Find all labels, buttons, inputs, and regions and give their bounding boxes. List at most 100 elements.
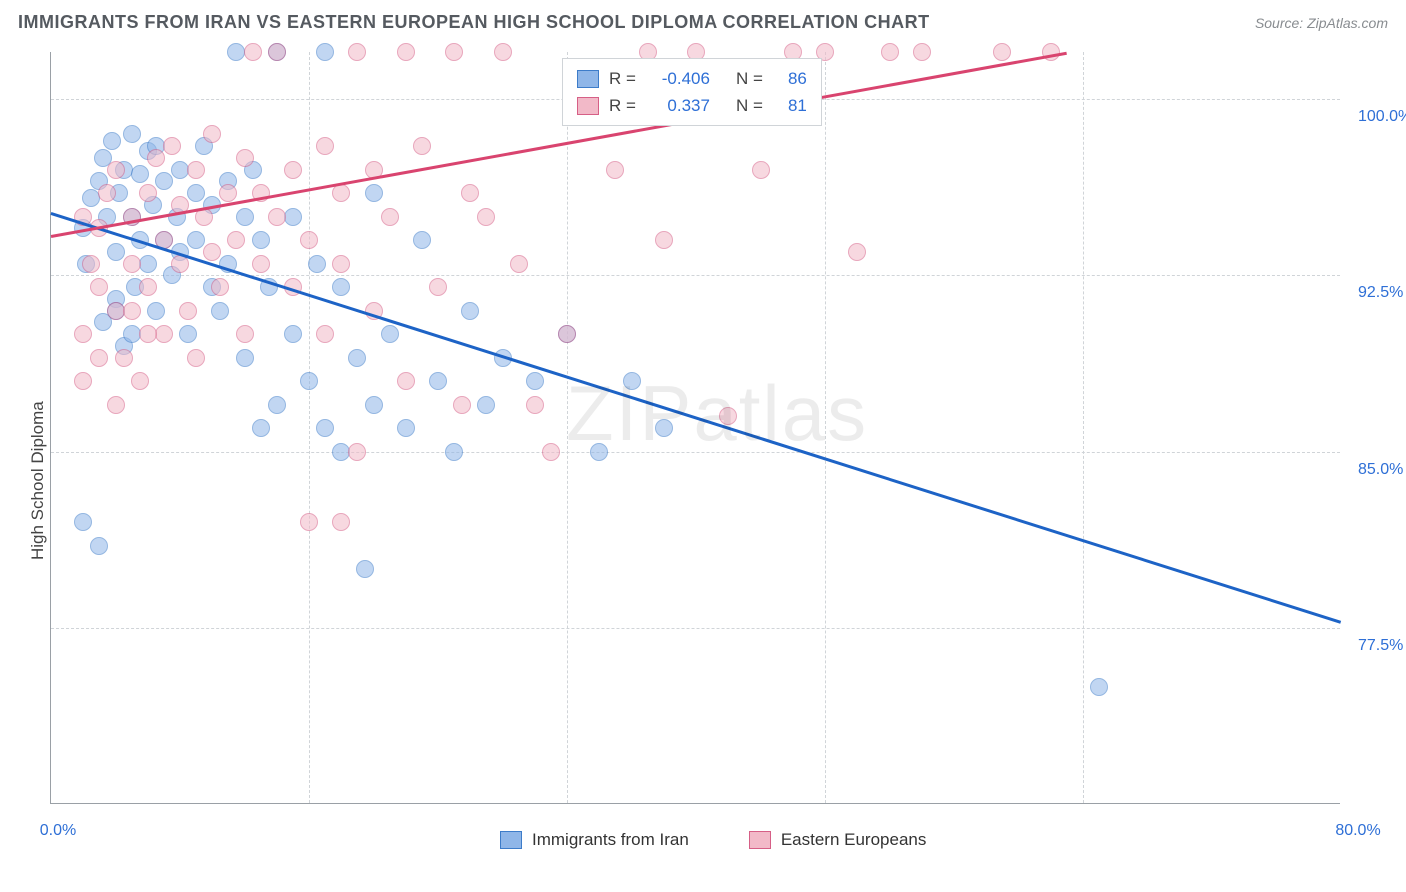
gridline-vertical (1083, 52, 1084, 803)
y-tick-label: 92.5% (1358, 284, 1403, 302)
legend-series-name: Immigrants from Iran (532, 830, 689, 850)
scatter-point (332, 513, 350, 531)
legend-r-value: -0.406 (646, 65, 710, 92)
scatter-point (461, 184, 479, 202)
y-tick-label: 100.0% (1358, 108, 1406, 126)
scatter-point (477, 396, 495, 414)
legend-item: Immigrants from Iran (500, 830, 689, 850)
scatter-point (655, 231, 673, 249)
scatter-point (332, 184, 350, 202)
scatter-point (284, 208, 302, 226)
scatter-point (187, 184, 205, 202)
scatter-point (74, 325, 92, 343)
scatter-point (526, 372, 544, 390)
regression-line (51, 212, 1342, 623)
scatter-point (606, 161, 624, 179)
scatter-point (348, 349, 366, 367)
scatter-point (211, 278, 229, 296)
scatter-point (147, 302, 165, 320)
scatter-point (131, 165, 149, 183)
scatter-point (590, 443, 608, 461)
scatter-point (107, 243, 125, 261)
scatter-point (203, 243, 221, 261)
scatter-point (848, 243, 866, 261)
source-label: Source: ZipAtlas.com (1255, 15, 1388, 31)
scatter-point (655, 419, 673, 437)
legend-swatch (577, 97, 599, 115)
scatter-point (179, 302, 197, 320)
scatter-point (74, 372, 92, 390)
x-tick-label: 80.0% (1335, 822, 1380, 840)
legend-r-label: R = (609, 92, 636, 119)
scatter-point (90, 349, 108, 367)
scatter-point (332, 278, 350, 296)
scatter-point (719, 407, 737, 425)
scatter-point (90, 278, 108, 296)
scatter-point (510, 255, 528, 273)
scatter-point (107, 396, 125, 414)
scatter-point (494, 43, 512, 61)
scatter-point (139, 255, 157, 273)
scatter-point (445, 43, 463, 61)
scatter-point (397, 419, 415, 437)
legend-r-label: R = (609, 65, 636, 92)
y-axis-label: High School Diploma (28, 401, 48, 560)
scatter-point (300, 231, 318, 249)
scatter-point (993, 43, 1011, 61)
scatter-point (179, 325, 197, 343)
scatter-point (316, 325, 334, 343)
scatter-point (381, 325, 399, 343)
scatter-point (268, 208, 286, 226)
scatter-point (163, 137, 181, 155)
scatter-point (187, 231, 205, 249)
legend-swatch (749, 831, 771, 849)
scatter-point (413, 137, 431, 155)
scatter-point (913, 43, 931, 61)
scatter-point (429, 278, 447, 296)
scatter-point (187, 161, 205, 179)
gridline-horizontal (51, 452, 1340, 453)
scatter-point (453, 396, 471, 414)
legend-series-name: Eastern Europeans (781, 830, 927, 850)
legend-item: Eastern Europeans (749, 830, 927, 850)
scatter-point (332, 255, 350, 273)
scatter-point (413, 231, 431, 249)
legend-swatch (500, 831, 522, 849)
scatter-point (252, 255, 270, 273)
scatter-point (187, 349, 205, 367)
scatter-point (236, 149, 254, 167)
scatter-point (881, 43, 899, 61)
legend-row: R =-0.406N =86 (577, 65, 807, 92)
scatter-point (316, 419, 334, 437)
y-tick-label: 85.0% (1358, 461, 1403, 479)
scatter-point (103, 132, 121, 150)
scatter-point (316, 43, 334, 61)
chart-title: IMMIGRANTS FROM IRAN VS EASTERN EUROPEAN… (18, 12, 930, 33)
scatter-point (236, 325, 254, 343)
legend-row: R =0.337N =81 (577, 92, 807, 119)
scatter-point (123, 255, 141, 273)
scatter-point (123, 302, 141, 320)
scatter-point (236, 208, 254, 226)
scatter-point (203, 125, 221, 143)
scatter-point (284, 325, 302, 343)
legend-correlation-box: R =-0.406N =86R =0.337N =81 (562, 58, 822, 126)
scatter-point (98, 184, 116, 202)
gridline-vertical (825, 52, 826, 803)
scatter-point (252, 231, 270, 249)
plot-area (50, 52, 1340, 804)
scatter-point (115, 349, 133, 367)
legend-n-value: 81 (773, 92, 807, 119)
scatter-point (82, 255, 100, 273)
scatter-point (268, 43, 286, 61)
scatter-point (348, 43, 366, 61)
x-tick-label: 0.0% (40, 822, 76, 840)
scatter-point (397, 43, 415, 61)
scatter-point (381, 208, 399, 226)
scatter-point (365, 184, 383, 202)
scatter-point (445, 443, 463, 461)
scatter-point (284, 161, 302, 179)
scatter-point (356, 560, 374, 578)
legend-series: Immigrants from Iran Eastern Europeans (500, 830, 926, 850)
scatter-point (107, 161, 125, 179)
